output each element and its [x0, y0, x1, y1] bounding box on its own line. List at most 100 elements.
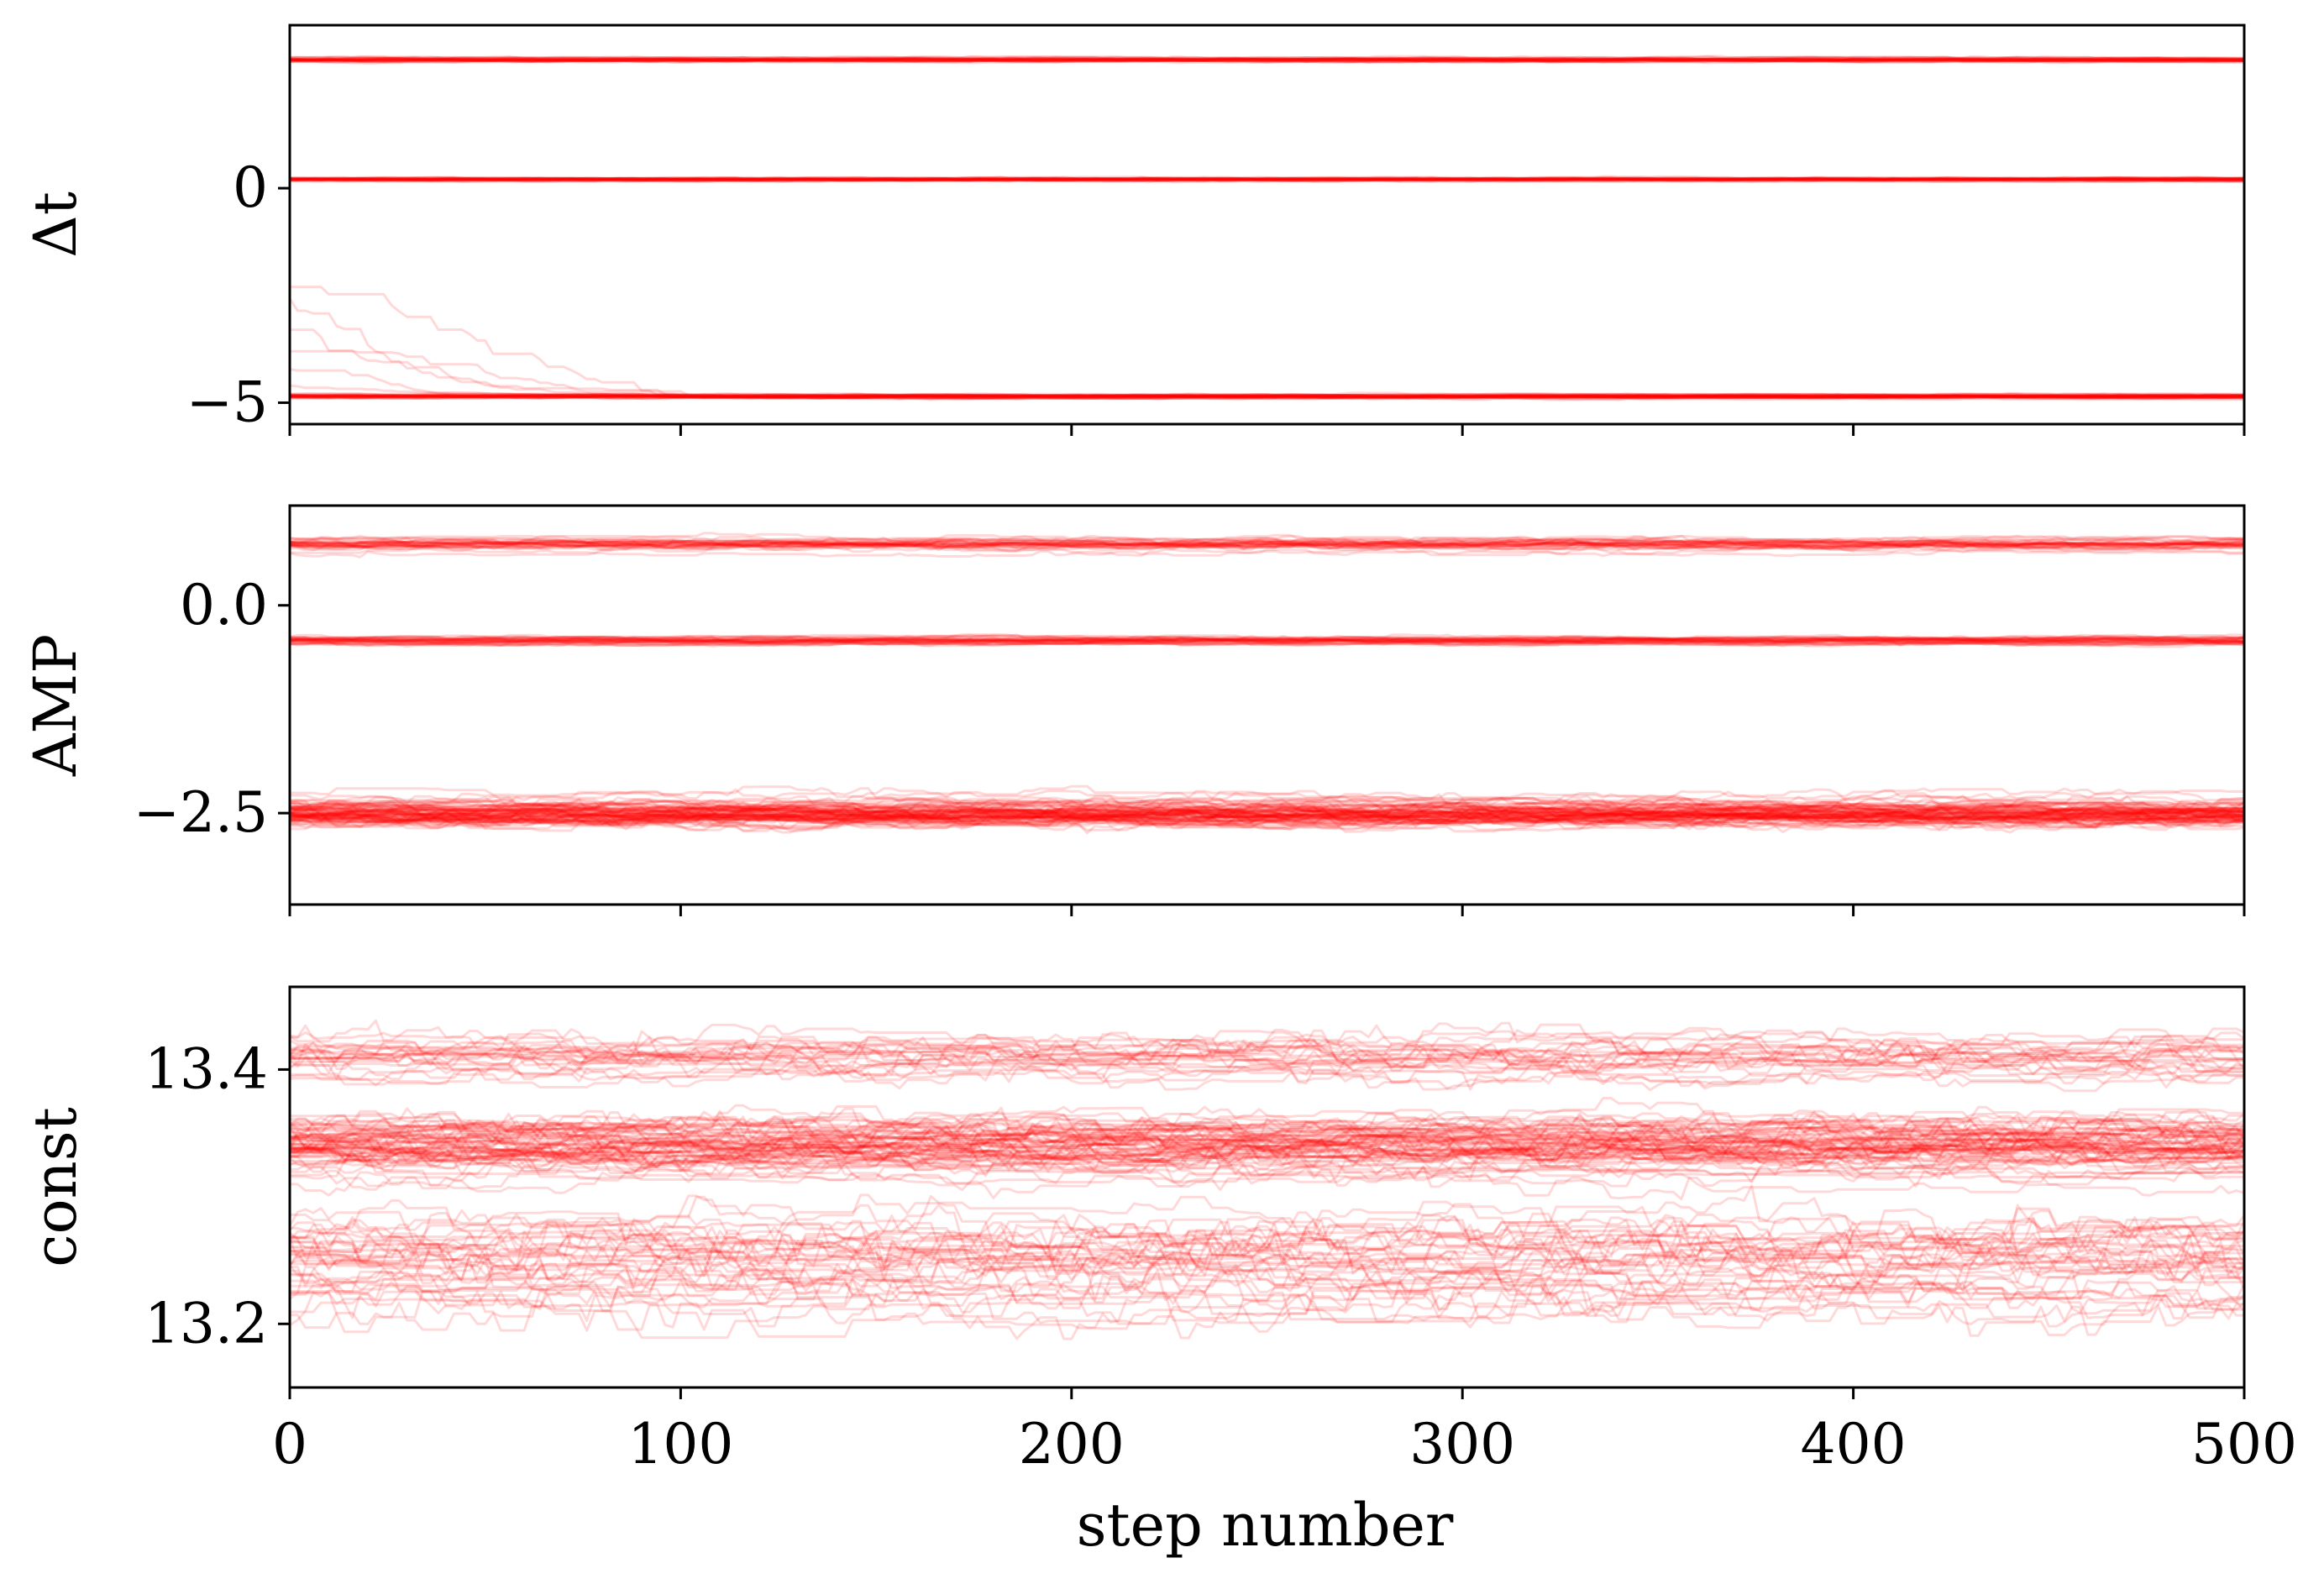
- walker-trace: [290, 808, 2244, 823]
- walker-trace: [290, 1233, 2244, 1289]
- walker-trace: [290, 1146, 2244, 1181]
- walker-trace: [290, 637, 2244, 645]
- walker-trace: [290, 56, 2244, 62]
- walker-trace: [290, 539, 2244, 550]
- walker-trace: [290, 804, 2244, 819]
- walker-trace: [290, 391, 2244, 397]
- walker-trace: [290, 796, 2244, 818]
- walker-trace: [290, 800, 2244, 815]
- walker-trace: [290, 637, 2244, 644]
- walker-trace: [290, 797, 2244, 814]
- walker-trace: [290, 1133, 2244, 1170]
- walker-trace: [290, 178, 2244, 184]
- walker-trace: [290, 807, 2244, 824]
- walker-trace: [290, 57, 2244, 63]
- walker-trace: [290, 541, 2244, 550]
- walker-trace: [290, 805, 2244, 822]
- walker-trace: [290, 177, 2244, 182]
- walker-trace: [290, 55, 2244, 60]
- walker-trace: [290, 1141, 2244, 1172]
- walker-trace: [290, 806, 2244, 821]
- walker-trace: [290, 808, 2244, 830]
- walker-trace: [290, 640, 2244, 648]
- walker-trace: [290, 1038, 2244, 1070]
- walker-trace: [290, 394, 2244, 399]
- walker-trace: [290, 1115, 2244, 1151]
- walker-trace: [290, 813, 2244, 829]
- walker-trace: [290, 805, 2244, 824]
- walker-trace: [290, 1119, 2244, 1148]
- walker-trace: [290, 1125, 2244, 1152]
- walker-trace: [290, 1131, 2244, 1162]
- walker-trace: [290, 394, 2244, 399]
- walker-trace: [290, 368, 2244, 400]
- walker-trace: [290, 57, 2244, 63]
- walker-trace: [290, 1261, 2244, 1306]
- walker-trace: [290, 393, 2244, 398]
- walker-trace: [290, 1136, 2244, 1176]
- walker-trace: [290, 637, 2244, 644]
- walker-trace: [290, 538, 2244, 548]
- walker-trace: [290, 634, 2244, 643]
- walker-trace: [290, 538, 2244, 548]
- y-tick-label: 13.2: [144, 1291, 268, 1356]
- x-tick-label: 200: [1019, 1412, 1125, 1476]
- walker-trace: [290, 1288, 2244, 1340]
- walker-trace: [290, 176, 2244, 182]
- walker-trace: [290, 806, 2244, 825]
- walker-trace: [290, 1122, 2244, 1159]
- y-tick-label: 0.0: [180, 573, 268, 637]
- walker-trace: [290, 1126, 2244, 1156]
- walker-trace: [290, 1112, 2244, 1143]
- walker-trace: [290, 539, 2244, 551]
- walker-trace: [290, 801, 2244, 816]
- walker-trace: [290, 1126, 2244, 1160]
- walker-trace: [290, 1156, 2244, 1191]
- walker-trace: [290, 1285, 2244, 1340]
- walker-trace: [290, 394, 2244, 399]
- walker-trace: [290, 804, 2244, 822]
- walker-trace: [290, 538, 2244, 547]
- walker-trace: [290, 1037, 2244, 1062]
- walker-trace: [290, 177, 2244, 182]
- walker-trace: [290, 808, 2244, 826]
- walker-trace: [290, 176, 2244, 181]
- walker-trace: [290, 394, 2244, 398]
- walker-trace: [290, 1097, 2244, 1130]
- walker-trace: [290, 636, 2244, 644]
- walker-trace: [290, 394, 2244, 399]
- walker-trace: [290, 393, 2244, 398]
- walker-trace: [290, 1131, 2244, 1165]
- walker-trace: [290, 637, 2244, 644]
- walker-trace: [290, 1195, 2244, 1254]
- walker-trace: [290, 1184, 2244, 1246]
- walker-trace: [290, 1274, 2244, 1320]
- walker-trace: [290, 57, 2244, 64]
- walker-trace: [290, 176, 2244, 182]
- walker-trace: [290, 1107, 2244, 1137]
- y-tick-label: −5: [186, 370, 268, 434]
- walker-trace: [290, 809, 2244, 826]
- walker-trace: [290, 1109, 2244, 1139]
- walker-trace: [290, 636, 2244, 643]
- walker-trace: [290, 1044, 2244, 1078]
- walker-trace: [290, 176, 2244, 181]
- walker-trace: [290, 540, 2244, 552]
- walker-trace: [290, 801, 2244, 821]
- walker-trace: [290, 789, 2244, 808]
- y-tick-label: 13.4: [144, 1036, 268, 1101]
- walker-trace: [290, 816, 2244, 832]
- walker-trace: [290, 1028, 2244, 1059]
- walker-trace: [290, 805, 2244, 826]
- walker-trace: [290, 810, 2244, 826]
- walker-trace: [290, 57, 2244, 62]
- walker-trace: [290, 801, 2244, 820]
- walker-trace: [290, 1248, 2244, 1296]
- axes-frame: [288, 24, 2246, 426]
- walker-trace: [290, 805, 2244, 823]
- walker-trace: [290, 637, 2244, 643]
- y-axis-label: const: [21, 1107, 90, 1267]
- walker-trace: [290, 808, 2244, 825]
- walker-trace: [290, 177, 2244, 182]
- walker-trace: [290, 394, 2244, 399]
